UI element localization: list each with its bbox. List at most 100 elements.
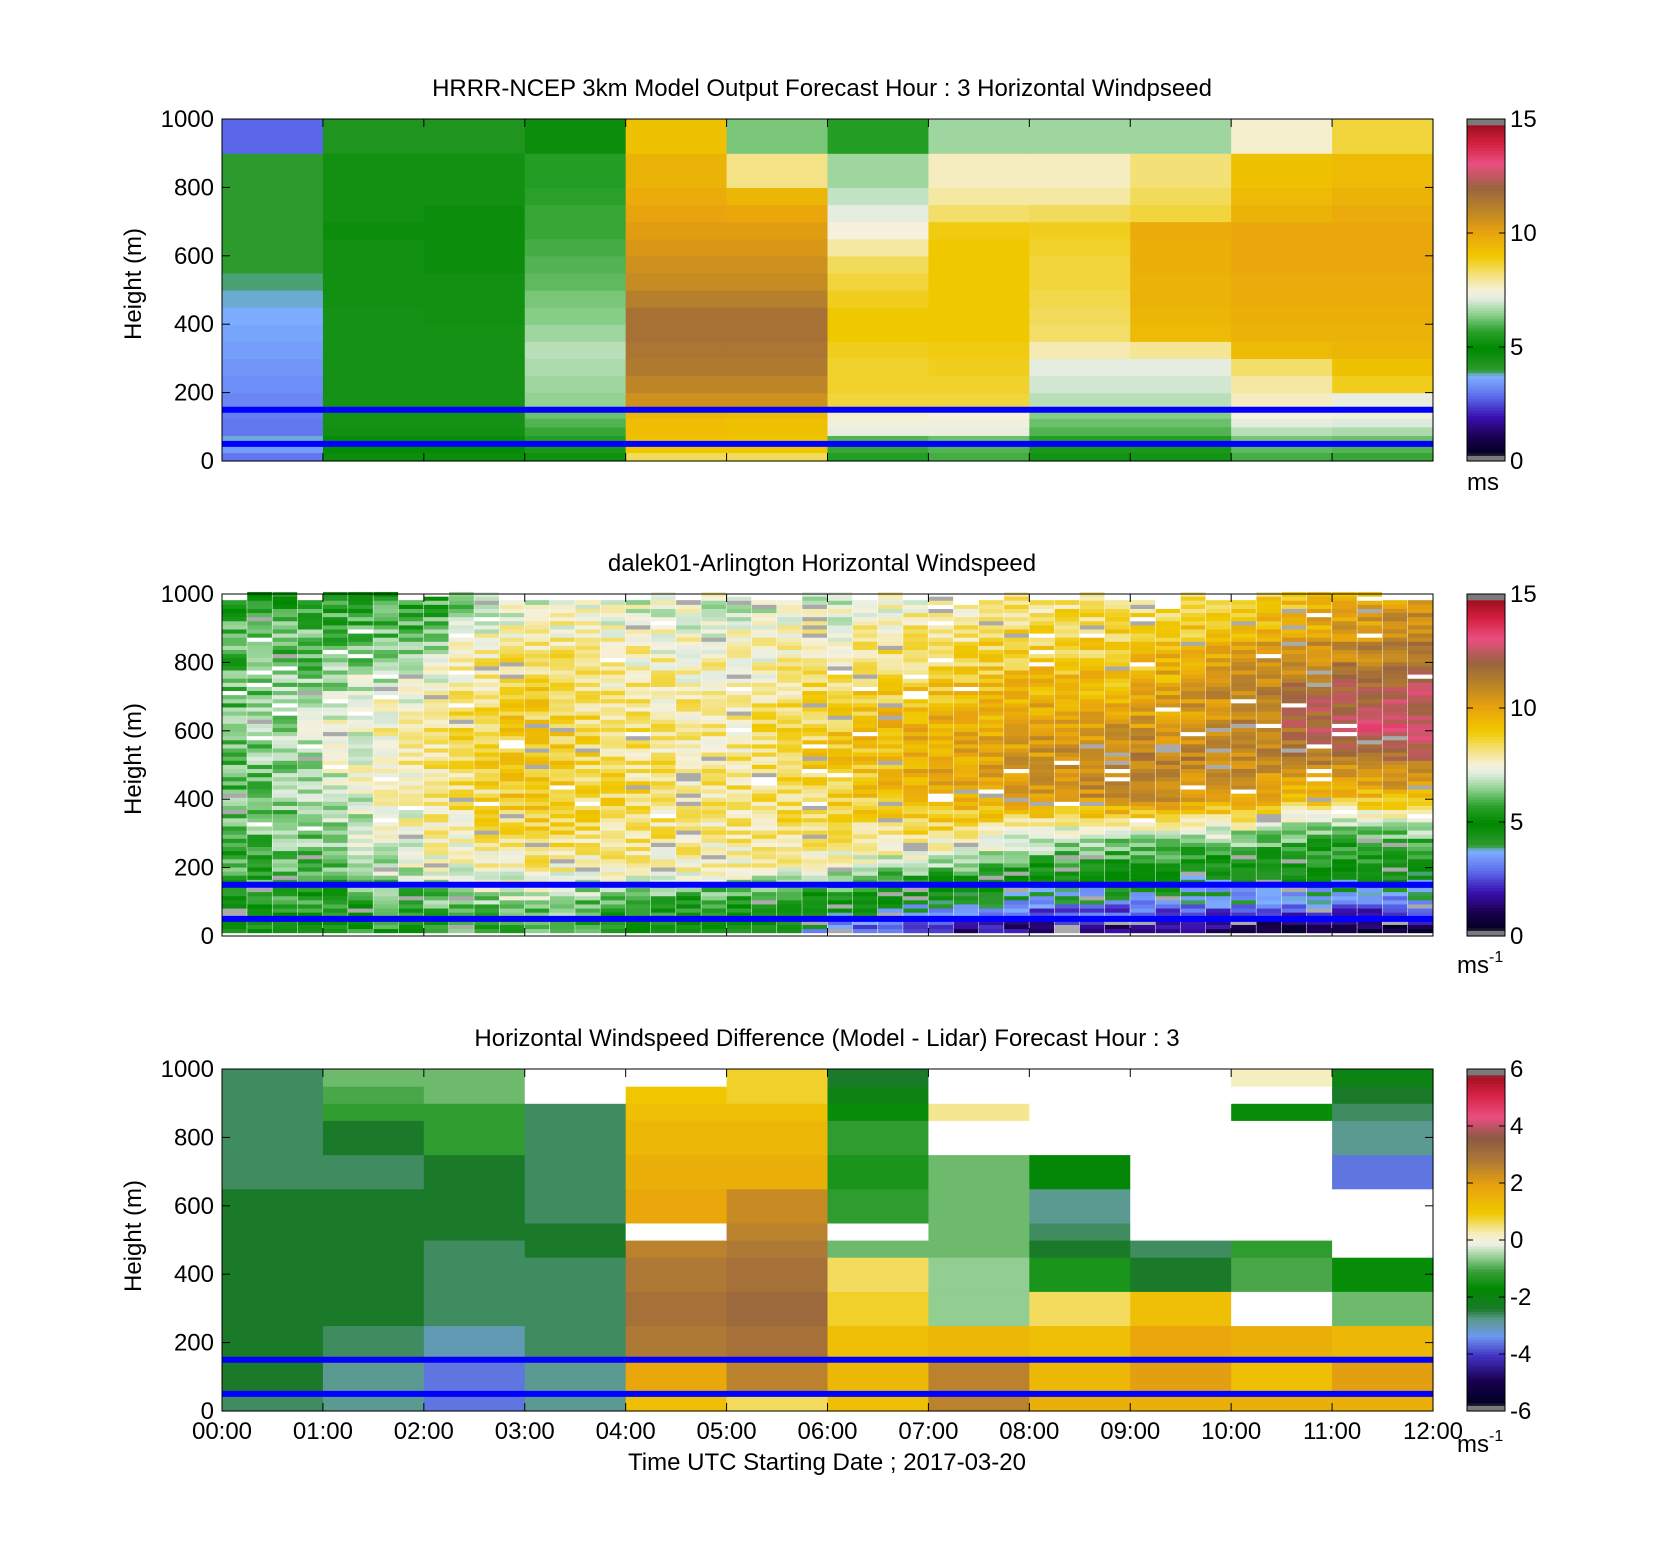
heatmap-cell: [222, 912, 247, 917]
heatmap-cell: [549, 780, 575, 786]
heatmap-cell: [1105, 616, 1130, 622]
colorbar-swatch: [1467, 130, 1505, 134]
heatmap-cell: [1079, 928, 1105, 934]
heatmap-cell: [978, 920, 1004, 925]
colorbar-swatch: [1467, 599, 1505, 604]
heatmap-cell: [1205, 895, 1231, 901]
heatmap-cell: [499, 706, 525, 712]
colorbar-swatch: [1467, 873, 1505, 877]
heatmap-cell: [1004, 760, 1029, 765]
heatmap-cell: [449, 813, 474, 819]
heatmap-cell: [827, 1291, 930, 1327]
heatmap-cell: [423, 858, 449, 864]
colorbar-swatch: [1467, 438, 1505, 442]
heatmap-cell: [1205, 632, 1231, 638]
colorbar-swatch: [1467, 327, 1505, 331]
heatmap-cell: [272, 637, 298, 642]
heatmap-cell: [549, 604, 575, 609]
heatmap-cell: [1231, 805, 1256, 811]
heatmap-cell: [222, 632, 247, 638]
heatmap-cell: [373, 731, 399, 737]
heatmap-cell: [1029, 710, 1055, 716]
heatmap-cell: [1306, 632, 1332, 638]
heatmap-cell: [524, 375, 627, 394]
heatmap-cell: [751, 850, 777, 856]
heatmap-cell: [297, 801, 323, 806]
heatmap-cell: [549, 809, 575, 815]
heatmap-cell: [1180, 776, 1206, 782]
heatmap-cell: [676, 628, 701, 634]
heatmap-cell: [701, 903, 727, 909]
heatmap-cell: [449, 628, 474, 634]
heatmap-cell: [1029, 875, 1055, 880]
heatmap-cell: [322, 817, 348, 823]
heatmap-cell: [1004, 891, 1029, 897]
heatmap-cell: [348, 710, 373, 716]
heatmap-cell: [549, 669, 575, 675]
heatmap-cell: [398, 719, 424, 724]
heatmap-cell: [1130, 392, 1232, 411]
heatmap-cell: [449, 772, 474, 778]
heatmap-cell: [1004, 600, 1029, 605]
heatmap-cell: [423, 907, 449, 913]
heatmap-cell: [297, 641, 323, 646]
heatmap-cell: [1306, 727, 1332, 733]
heatmap-cell: [1105, 661, 1130, 667]
heatmap-cell: [852, 719, 878, 724]
heatmap-cell: [726, 850, 752, 856]
heatmap-cell: [1256, 784, 1282, 790]
heatmap-cell: [1155, 612, 1181, 618]
heatmap-cell: [701, 743, 727, 749]
heatmap-cell: [676, 768, 701, 774]
heatmap-cell: [1306, 702, 1332, 708]
heatmap-cell: [449, 862, 474, 868]
heatmap-cell: [625, 669, 651, 675]
heatmap-cell: [423, 871, 449, 876]
colorbar-swatch: [1467, 884, 1505, 889]
heatmap-cell: [877, 829, 903, 835]
heatmap-cell: [1407, 920, 1433, 925]
heatmap-cell: [322, 858, 348, 864]
heatmap-cell: [1357, 846, 1383, 852]
heatmap-cell: [827, 698, 853, 704]
heatmap-cell: [1180, 825, 1206, 831]
heatmap-cell: [373, 842, 399, 847]
heatmap-cell: [827, 903, 853, 909]
colorbar-swatch: [1467, 742, 1505, 746]
heatmap-cell: [625, 600, 651, 605]
y-tick-label: 400: [174, 311, 214, 338]
heatmap-cell: [272, 846, 298, 852]
colorbar-swatch: [1467, 195, 1505, 200]
heatmap-cell: [222, 1103, 324, 1121]
colorbar-swatch: [1467, 187, 1505, 191]
heatmap-cell: [1357, 842, 1383, 847]
heatmap-cell: [701, 772, 727, 778]
heatmap-cell: [272, 665, 298, 671]
heatmap-cell: [1256, 850, 1282, 856]
heatmap-cell: [575, 731, 600, 737]
heatmap-cell: [1332, 604, 1357, 609]
heatmap-cell: [398, 669, 424, 675]
heatmap-cell: [1205, 669, 1231, 675]
heatmap-cell: [1105, 838, 1130, 843]
heatmap-cell: [827, 238, 930, 257]
heatmap-cell: [625, 1188, 728, 1224]
heatmap-cell: [953, 801, 979, 806]
heatmap-cell: [625, 801, 651, 806]
heatmap-cell: [1407, 653, 1433, 659]
heatmap-cell: [1029, 1086, 1131, 1104]
heatmap-cell: [1256, 829, 1282, 835]
heatmap-cell: [297, 780, 323, 786]
heatmap-cell: [499, 686, 525, 692]
heatmap-cell: [222, 649, 247, 655]
heatmap-cell: [524, 764, 550, 770]
colorbar-swatch: [1467, 449, 1505, 454]
heatmap-cell: [499, 821, 525, 827]
colorbar-swatch: [1467, 193, 1505, 197]
heatmap-cell: [449, 895, 474, 901]
heatmap-cell: [1281, 871, 1307, 876]
heatmap-cell: [297, 875, 323, 880]
heatmap-cell: [1130, 899, 1155, 905]
heatmap-cell: [1004, 723, 1029, 728]
heatmap-cell: [449, 632, 474, 638]
